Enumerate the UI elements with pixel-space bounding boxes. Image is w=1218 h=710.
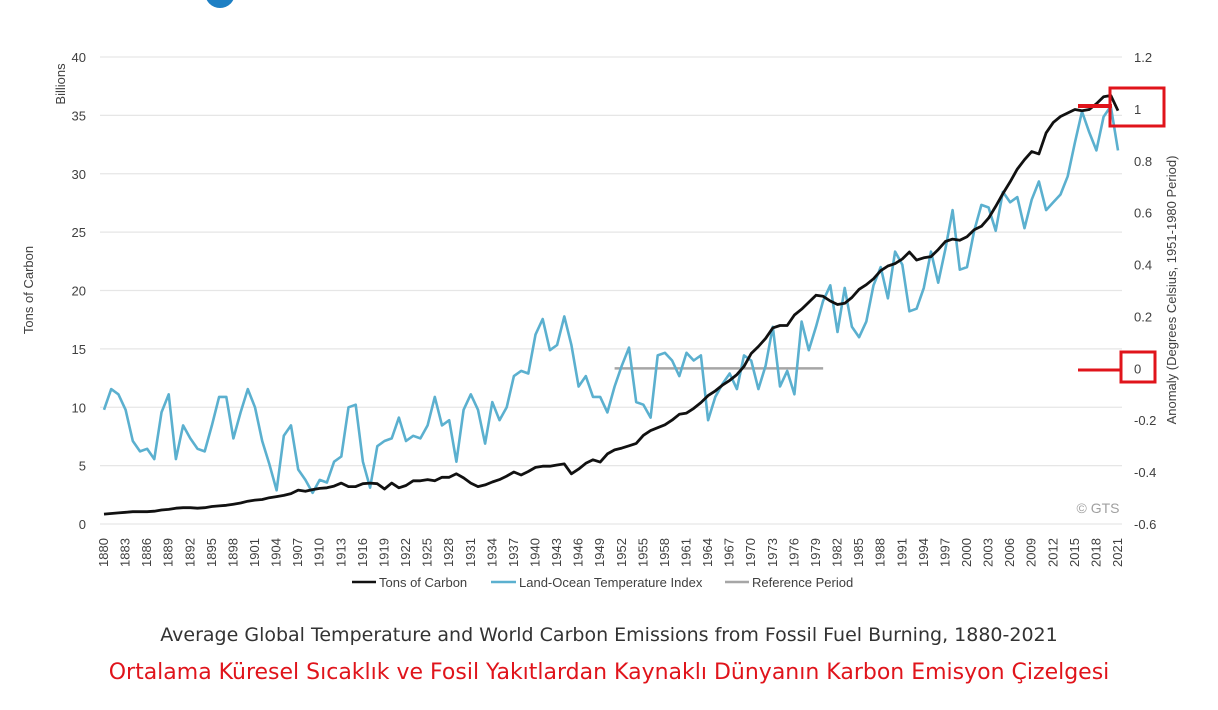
x-tick-label: 1967	[722, 538, 737, 567]
x-tick-label: 2003	[981, 538, 996, 567]
left-tick-label: 10	[72, 400, 86, 415]
x-tick-label: 1940	[527, 538, 542, 567]
x-tick-label: 1934	[484, 538, 499, 567]
legend-item-reference: Reference Period	[725, 575, 853, 590]
legend-label-temperature: Land-Ocean Temperature Index	[519, 575, 703, 590]
x-tick-label: 1880	[96, 538, 111, 567]
left-tick-label: 0	[79, 517, 86, 532]
x-axis-ticks: 1880 1883 1886 1889 1892 1895 1898 1901 1904 1907…	[96, 538, 1125, 567]
right-tick-label: 0.8	[1134, 154, 1152, 169]
x-tick-label: 1961	[679, 538, 694, 567]
x-tick-label: 1982	[830, 538, 845, 567]
x-tick-label: 1988	[873, 538, 888, 567]
x-tick-label: 1898	[225, 538, 240, 567]
x-tick-label: 2012	[1045, 538, 1060, 567]
watermark: © GTS	[1077, 500, 1120, 516]
x-tick-label: 1937	[506, 538, 521, 567]
left-tick-label: 20	[72, 284, 86, 299]
right-tick-label: 0.4	[1134, 258, 1152, 273]
right-axis-ticks: -0.6 -0.4 -0.2 0 0.2 0.4 0.6 0.8 1 1.2	[1134, 50, 1156, 532]
x-tick-label: 1958	[657, 538, 672, 567]
x-tick-label: 2018	[1088, 538, 1103, 567]
x-tick-label: 1889	[161, 538, 176, 567]
right-axis-title: Anomaly (Degrees Celsius, 1951-1980 Peri…	[1164, 156, 1179, 425]
temperature-series-line	[102, 105, 1120, 495]
right-tick-label: 0	[1134, 361, 1141, 376]
x-tick-label: 1991	[894, 538, 909, 567]
chart-title: Average Global Temperature and World Car…	[160, 624, 1058, 646]
right-tick-label: 1.2	[1134, 50, 1152, 65]
annotation-zero-highlight	[1078, 350, 1157, 384]
right-tick-label: -0.4	[1134, 465, 1156, 480]
left-tick-label: 30	[72, 167, 86, 182]
left-tick-label: 5	[79, 459, 86, 474]
legend: Tons of Carbon Land-Ocean Temperature In…	[352, 575, 853, 590]
x-tick-label: 2000	[959, 538, 974, 567]
x-tick-label: 2021	[1110, 538, 1125, 567]
left-tick-label: 35	[72, 108, 86, 123]
left-axis-ticks: 0 5 10 15 20 25 30 35 40	[72, 50, 86, 532]
x-tick-label: 1970	[743, 538, 758, 567]
x-tick-label: 2006	[1002, 538, 1017, 567]
decorative-blue-circle	[205, 0, 235, 8]
legend-label-carbon: Tons of Carbon	[379, 575, 467, 590]
left-tick-label: 25	[72, 225, 86, 240]
x-tick-label: 1883	[118, 538, 133, 567]
carbon-series-line	[103, 94, 1120, 516]
x-tick-label: 2015	[1067, 538, 1082, 567]
x-tick-label: 1904	[269, 538, 284, 567]
left-tick-label: 15	[72, 342, 86, 357]
x-tick-label: 1979	[808, 538, 823, 567]
x-tick-label: 1919	[376, 538, 391, 567]
x-tick-label: 1997	[937, 538, 952, 567]
left-tick-label: 40	[72, 50, 86, 65]
legend-label-reference: Reference Period	[752, 575, 853, 590]
legend-item-temperature: Land-Ocean Temperature Index	[491, 575, 703, 590]
x-tick-label: 2009	[1024, 538, 1039, 567]
x-tick-label: 1964	[700, 538, 715, 567]
left-axis-unit-label: Billions	[53, 63, 68, 105]
right-tick-label: 0.2	[1134, 309, 1152, 324]
x-tick-label: 1922	[398, 538, 413, 567]
x-tick-label: 1928	[441, 538, 456, 567]
legend-item-carbon: Tons of Carbon	[352, 575, 467, 590]
x-tick-label: 1925	[420, 538, 435, 567]
x-tick-label: 1916	[355, 538, 370, 567]
x-tick-label: 1952	[614, 538, 629, 567]
x-tick-label: 1886	[139, 538, 154, 567]
x-tick-label: 1949	[592, 538, 607, 567]
right-tick-label: -0.6	[1134, 517, 1156, 532]
x-tick-label: 1943	[549, 538, 564, 567]
x-tick-label: 1931	[463, 538, 478, 567]
annotation-one-highlight	[1078, 86, 1166, 128]
right-tick-label: -0.2	[1134, 413, 1156, 428]
right-tick-label: 0.6	[1134, 206, 1152, 221]
chart-subtitle-turkish: Ortalama Küresel Sıcaklık ve Fosil Yakıt…	[108, 660, 1110, 685]
x-tick-label: 1973	[765, 538, 780, 567]
x-tick-label: 1913	[333, 538, 348, 567]
x-tick-label: 1895	[204, 538, 219, 567]
x-tick-label: 1946	[571, 538, 586, 567]
x-tick-label: 1901	[247, 538, 262, 567]
x-tick-label: 1907	[290, 538, 305, 567]
x-tick-label: 1955	[635, 538, 650, 567]
chart: 0 5 10 15 20 25 30 35 40 -0.6 -0.4 -0.2 0 0.2 0.4 0.6 0…	[21, 50, 1179, 590]
left-axis-title: Tons of Carbon	[21, 246, 36, 334]
x-tick-label: 1994	[916, 538, 931, 567]
right-tick-label: 1	[1134, 102, 1141, 117]
x-tick-label: 1985	[851, 538, 866, 567]
x-tick-label: 1892	[182, 538, 197, 567]
gridlines	[100, 56, 1122, 525]
x-tick-label: 1910	[312, 538, 327, 567]
x-tick-label: 1976	[786, 538, 801, 567]
